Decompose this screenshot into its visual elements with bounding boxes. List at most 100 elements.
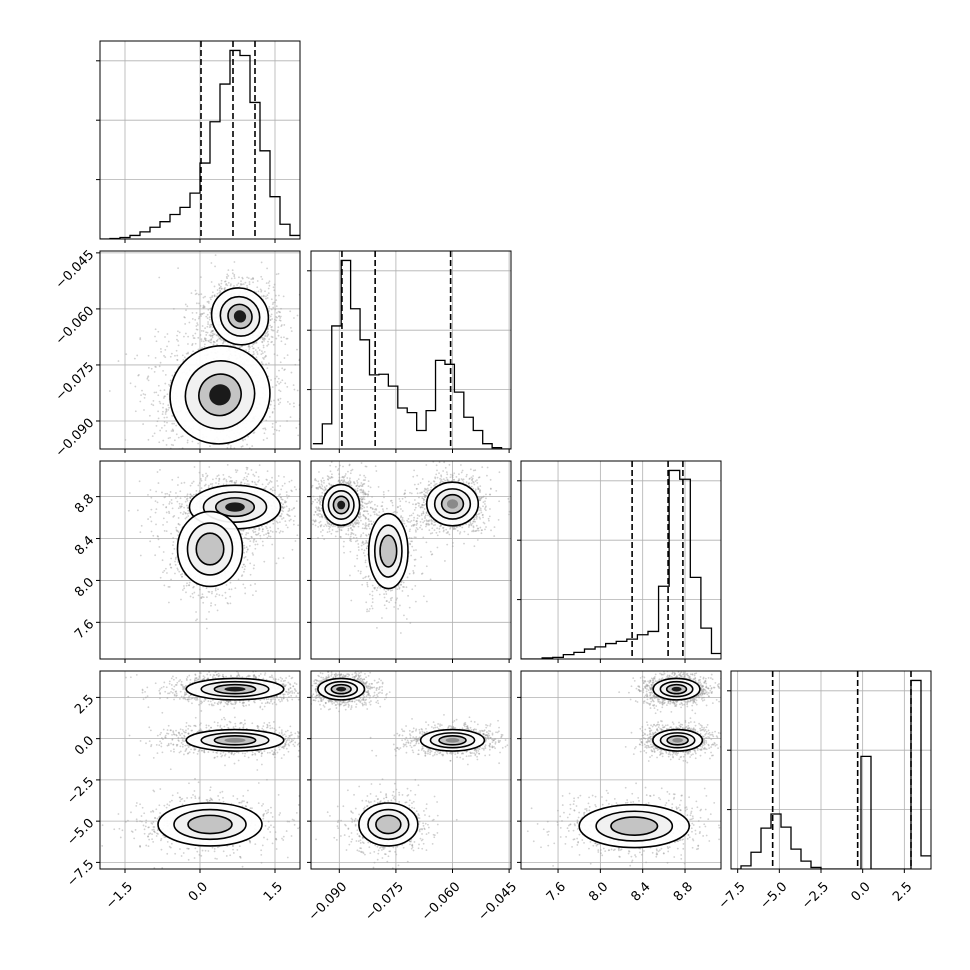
density-mode	[317, 677, 366, 701]
panel-content	[311, 461, 511, 659]
density-core	[671, 686, 682, 692]
histogram-bin	[313, 444, 322, 449]
density-core	[225, 502, 245, 512]
histogram-bin	[436, 360, 445, 449]
histogram-bin	[464, 417, 473, 449]
histogram-bin	[606, 644, 617, 659]
histogram-bin	[801, 861, 811, 869]
density-mode	[321, 483, 361, 527]
density-mode	[169, 345, 271, 445]
scatter-panel-2-1	[307, 460, 512, 663]
histogram-step	[100, 49, 300, 239]
histogram-bin	[388, 386, 397, 449]
contour-level	[375, 814, 402, 835]
x-tick-label: −7.5	[716, 879, 749, 912]
histogram-bin	[210, 122, 220, 239]
histogram-bin	[270, 197, 280, 239]
x-tick-label: −5.0	[757, 879, 790, 912]
contour-level	[187, 814, 233, 835]
histogram-bin	[751, 852, 761, 869]
histogram-bin	[669, 470, 680, 659]
histogram-bin	[574, 652, 585, 659]
density-mode	[185, 728, 285, 752]
density-mode	[358, 802, 419, 847]
histogram-bin	[280, 224, 290, 239]
density-mode	[185, 677, 285, 701]
panel-content	[521, 461, 721, 659]
density-core	[446, 499, 459, 509]
x-tick-label: 2.5	[890, 879, 915, 904]
histogram-bin	[595, 647, 606, 659]
panel-content	[100, 41, 300, 239]
axes-frame	[730, 670, 932, 870]
histogram-bin	[911, 680, 921, 869]
histogram-bin	[417, 430, 426, 449]
histogram-bin	[140, 232, 150, 239]
density-core	[336, 686, 347, 692]
y-tick-label: −2.5	[64, 775, 97, 808]
scatter-panel-3-1: −0.090 −0.075 −0.060 −0.045	[306, 670, 520, 924]
axes-frame	[520, 670, 722, 870]
histogram-bin	[379, 374, 388, 449]
histogram-bin	[445, 364, 454, 449]
density-mode	[176, 510, 244, 588]
histogram-bin	[648, 631, 659, 659]
histogram-bin	[290, 235, 300, 239]
x-tick-label: 1.5	[261, 879, 286, 904]
y-tick-label: 2.5	[72, 692, 97, 717]
histogram-bin	[332, 326, 341, 449]
histogram-bin	[584, 649, 595, 659]
histogram-bin	[170, 215, 180, 239]
histogram-bin	[230, 50, 240, 239]
histogram-bin	[483, 444, 492, 449]
histogram-bin	[180, 207, 190, 239]
scatter-panel-1-0: −0.045 −0.060 −0.075 −0.090	[53, 248, 301, 461]
histogram-bin	[680, 479, 691, 659]
y-tick-label: −7.5	[64, 857, 97, 890]
density-core	[224, 686, 246, 692]
panel-content	[100, 461, 300, 659]
y-tick-label: −0.090	[53, 416, 98, 461]
density-core	[224, 737, 246, 743]
histogram-step	[731, 679, 931, 869]
y-tick-label: −5.0	[64, 816, 97, 849]
histogram-panel-2-2	[517, 460, 722, 663]
density-core	[672, 737, 683, 743]
histogram-bin	[761, 828, 771, 869]
x-tick-label: 8.4	[629, 879, 654, 904]
scatter-panel-3-0: −1.5 0.0 1.5 2.5 0.0 −2.5 −5.0 −7.5	[64, 670, 301, 912]
y-tick-label: 7.6	[72, 617, 97, 642]
density-mode	[157, 802, 263, 847]
x-tick-label: −0.090	[306, 879, 351, 924]
histogram-bin	[130, 235, 140, 239]
histogram-bin	[921, 856, 931, 869]
histogram-bin	[690, 577, 701, 659]
histogram-bin	[260, 151, 270, 239]
density-mode	[578, 803, 691, 849]
histogram-bin	[563, 655, 574, 659]
scatter-panel-3-2: 7.6 8.0 8.4 8.8	[517, 670, 722, 905]
density-mode	[652, 728, 704, 752]
x-tick-label: −1.5	[103, 879, 136, 912]
y-tick-label: −0.045	[53, 248, 98, 293]
histogram-bin	[351, 309, 360, 449]
y-tick-label: 0.0	[72, 733, 97, 758]
density-mode	[425, 481, 480, 527]
histogram-panel-3-3: −7.5 −5.0 −2.5 0.0 2.5	[716, 670, 932, 912]
x-tick-label: 8.0	[586, 879, 611, 904]
panel-content	[311, 671, 511, 869]
histogram-bin	[861, 756, 871, 869]
y-tick-label: 8.4	[72, 533, 97, 558]
density-mode	[652, 677, 701, 701]
density-mode	[367, 512, 409, 590]
histogram-bin	[150, 227, 160, 239]
histogram-bin	[711, 653, 721, 659]
x-tick-label: −0.060	[419, 879, 464, 924]
density-core	[337, 500, 346, 510]
axes-frame	[520, 460, 722, 660]
histogram-bin	[398, 408, 407, 449]
density-mode	[210, 287, 270, 346]
x-tick-label: 0.0	[848, 879, 873, 904]
histogram-bin	[220, 84, 230, 239]
